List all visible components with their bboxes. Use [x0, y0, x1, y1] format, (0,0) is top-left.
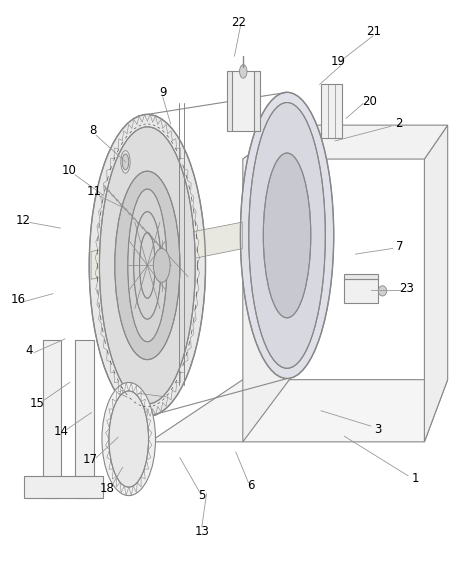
Ellipse shape: [102, 383, 156, 496]
Ellipse shape: [134, 211, 161, 319]
Text: 10: 10: [62, 164, 77, 177]
Text: 18: 18: [99, 482, 114, 495]
Text: 23: 23: [399, 282, 414, 294]
Ellipse shape: [140, 232, 155, 298]
Text: 5: 5: [198, 489, 205, 502]
Text: 2: 2: [395, 117, 403, 130]
Bar: [344, 274, 378, 279]
Ellipse shape: [109, 391, 149, 487]
Text: 3: 3: [374, 423, 382, 436]
Bar: [42, 340, 61, 498]
Text: 8: 8: [89, 124, 97, 137]
Ellipse shape: [89, 115, 205, 416]
Ellipse shape: [128, 189, 167, 342]
Polygon shape: [150, 380, 448, 442]
Bar: [255, 71, 260, 131]
Text: 6: 6: [248, 480, 255, 493]
Ellipse shape: [240, 65, 247, 78]
Ellipse shape: [99, 127, 195, 404]
Text: 9: 9: [159, 86, 166, 99]
Bar: [344, 279, 378, 303]
Polygon shape: [24, 476, 103, 498]
Ellipse shape: [378, 286, 387, 296]
Text: 4: 4: [25, 344, 32, 357]
Ellipse shape: [249, 103, 325, 369]
Bar: [75, 340, 94, 498]
Text: 19: 19: [331, 55, 346, 68]
Ellipse shape: [263, 153, 311, 318]
Polygon shape: [91, 222, 242, 280]
Text: 20: 20: [362, 95, 377, 108]
Bar: [321, 84, 342, 138]
Text: 7: 7: [396, 240, 404, 253]
Text: 12: 12: [15, 214, 30, 227]
Polygon shape: [243, 125, 448, 159]
Bar: [226, 71, 232, 131]
Ellipse shape: [121, 151, 130, 173]
Text: 17: 17: [83, 454, 98, 467]
Ellipse shape: [122, 154, 129, 170]
Polygon shape: [425, 125, 448, 442]
Text: 11: 11: [86, 185, 101, 198]
Text: 1: 1: [411, 472, 419, 485]
Text: 14: 14: [54, 425, 69, 438]
Ellipse shape: [153, 248, 170, 282]
Text: 21: 21: [367, 26, 382, 39]
Text: 13: 13: [194, 524, 209, 538]
Text: 22: 22: [232, 16, 247, 29]
Text: 16: 16: [11, 293, 26, 306]
Ellipse shape: [241, 92, 334, 379]
Text: 15: 15: [29, 397, 44, 410]
Polygon shape: [243, 125, 290, 442]
Ellipse shape: [115, 171, 180, 359]
Bar: [231, 71, 255, 131]
